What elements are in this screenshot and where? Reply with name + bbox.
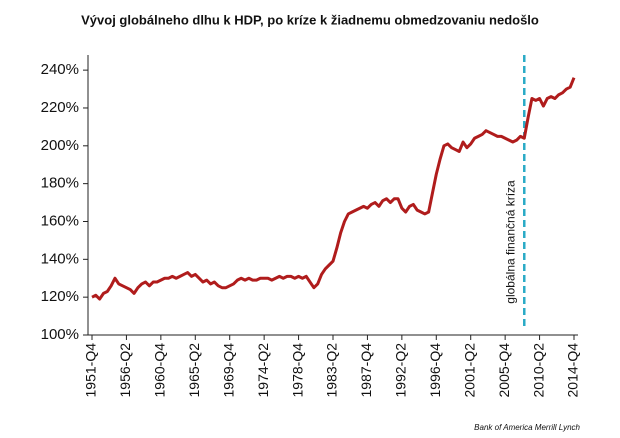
y-tick-label: 200% [41, 137, 79, 154]
x-tick-label: 1956-Q2 [117, 343, 133, 398]
x-tick-label: 2001-Q2 [461, 343, 477, 398]
chart-title: Vývoj globálneho dlhu k HDP, po kríze k … [81, 12, 539, 27]
x-tick-label: 1965-Q2 [186, 343, 202, 398]
x-tick-label: 2010-Q2 [530, 343, 546, 398]
x-tick-label: 1960-Q4 [152, 343, 168, 398]
annotation: globálna finančná kríza [503, 180, 517, 304]
x-tick-label: 1987-Q4 [358, 343, 374, 398]
y-tick-label: 160% [41, 212, 79, 229]
x-tick-label: 2014-Q4 [565, 343, 581, 398]
x-tick-label: 1951-Q4 [83, 343, 99, 398]
y-tick-label: 220% [41, 99, 79, 116]
y-tick-label: 100% [41, 326, 79, 343]
source: Bank of America Merrill Lynch [474, 423, 580, 432]
x-tick-label: 1983-Q2 [324, 343, 340, 398]
x-tick-label: 1978-Q4 [289, 343, 305, 398]
y-tick-label: 240% [41, 61, 79, 78]
y-tick-label: 120% [41, 288, 79, 305]
data-line [91, 77, 576, 301]
x-tick-label: 1969-Q4 [220, 343, 236, 398]
x-tick-label: 1974-Q2 [255, 343, 271, 398]
x-tick-label: 1996-Q4 [427, 343, 443, 398]
x-tick-label: 2005-Q4 [496, 343, 512, 398]
x-tick-label: 1992-Q2 [393, 343, 409, 398]
y-tick-label: 180% [41, 175, 79, 192]
y-tick-label: 140% [41, 250, 79, 267]
